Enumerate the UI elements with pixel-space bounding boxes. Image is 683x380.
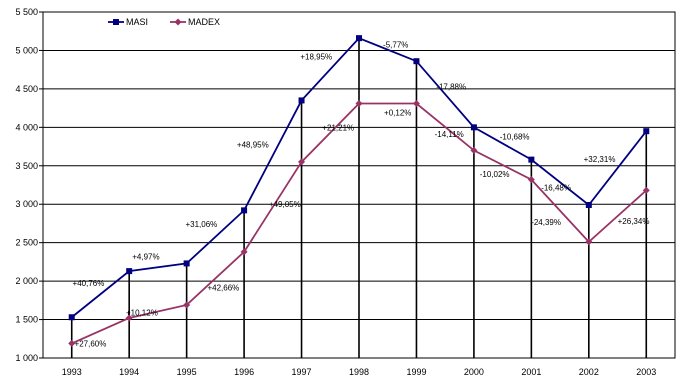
marker-masi [241, 207, 248, 214]
data-label-masi: +48,95% [237, 140, 269, 149]
data-label-madex: -14,11% [435, 130, 464, 139]
x-tick-label: 1998 [349, 367, 369, 377]
x-tick-label: 1993 [62, 367, 82, 377]
marker-madex [298, 158, 306, 166]
y-tick-label: 5 000 [15, 45, 38, 55]
y-tick-label: 2 000 [15, 276, 38, 286]
data-label-madex: +0,12% [384, 108, 411, 117]
x-tick-label: 2002 [579, 367, 599, 377]
marker-masi [298, 97, 305, 104]
legend-label: MADEX [188, 17, 220, 27]
grid [39, 11, 675, 359]
marker-masi [68, 314, 75, 321]
x-tick-label: 2000 [464, 367, 484, 377]
y-tick-label: 2 500 [15, 238, 38, 248]
data-label-masi: +4,97% [132, 252, 159, 261]
x-axis-tick-labels: 1993 1994 1995 1996 1997 1998 1999 2000 2001 2002… [62, 367, 657, 377]
data-label-masi: +32,31% [584, 155, 616, 164]
data-label-madex: +26,34% [618, 217, 650, 226]
series-markers [68, 35, 650, 347]
marker-masi [643, 128, 650, 135]
data-label-madex: +21,21% [322, 124, 354, 133]
x-tick-label: 2001 [521, 367, 541, 377]
y-tick-label: 1 500 [15, 315, 38, 325]
y-tick-label: 4 500 [15, 84, 38, 94]
marker-masi [528, 156, 535, 163]
drop-lines [70, 38, 648, 358]
data-label-madex: -10,02% [480, 170, 510, 179]
plot-area-frame [42, 11, 676, 359]
y-tick-label: 3 000 [15, 199, 38, 209]
x-tick-label: 1996 [234, 367, 254, 377]
data-label-masi: -5,77% [383, 41, 408, 50]
x-tick-label: 1999 [406, 367, 426, 377]
x-tick-label: 1997 [292, 367, 312, 377]
marker-masi [126, 268, 133, 275]
x-tick-label: 2003 [636, 367, 656, 377]
data-label-masi: +31,06% [185, 220, 217, 229]
legend: MASI MADEX [108, 17, 220, 27]
x-tick-label: 1994 [119, 367, 139, 377]
marker-madex [68, 339, 76, 347]
data-label-masi: -17,88% [436, 82, 466, 91]
y-tick-label: 1 000 [15, 353, 38, 363]
legend-marker [174, 18, 182, 26]
marker-madex [642, 186, 650, 194]
x-tick-label: 1995 [177, 367, 197, 377]
marker-madex [355, 99, 363, 107]
data-label-madex: +42,66% [207, 283, 239, 292]
marker-masi [356, 35, 362, 42]
legend-label: MASI [126, 17, 148, 27]
y-tick-label: 4 000 [15, 122, 38, 132]
marker-masi [183, 260, 190, 267]
y-tick-label: 3 500 [15, 161, 38, 171]
data-labels: +40,76% +4,97% +31,06% +48,95% +18,95% -5,77%… [73, 41, 650, 349]
marker-masi [413, 58, 420, 65]
data-label-masi: -10,68% [500, 132, 530, 141]
marker-madex [412, 99, 420, 107]
data-label-masi: +18,95% [300, 52, 332, 61]
marker-madex [240, 248, 248, 256]
marker-madex [585, 238, 593, 246]
marker-madex [470, 146, 478, 154]
data-label-masi: -16,48% [541, 183, 571, 192]
data-label-madex: +49,05% [269, 200, 301, 209]
legend-marker [113, 19, 119, 25]
data-label-madex: -24,39% [531, 218, 561, 227]
data-label-madex: +27,60% [75, 340, 107, 349]
data-label-masi: +40,76% [73, 279, 105, 288]
data-label-madex: +10,12% [126, 308, 158, 317]
marker-masi [470, 124, 477, 131]
marker-masi [585, 201, 592, 208]
y-tick-label: 5 500 [15, 7, 38, 17]
marker-madex [125, 314, 133, 322]
y-axis-tick-labels: 1 000 1 500 2 000 2 500 3 000 3 500 4 000 4 500… [15, 7, 38, 363]
marker-madex [527, 176, 535, 184]
marker-madex [183, 301, 191, 309]
